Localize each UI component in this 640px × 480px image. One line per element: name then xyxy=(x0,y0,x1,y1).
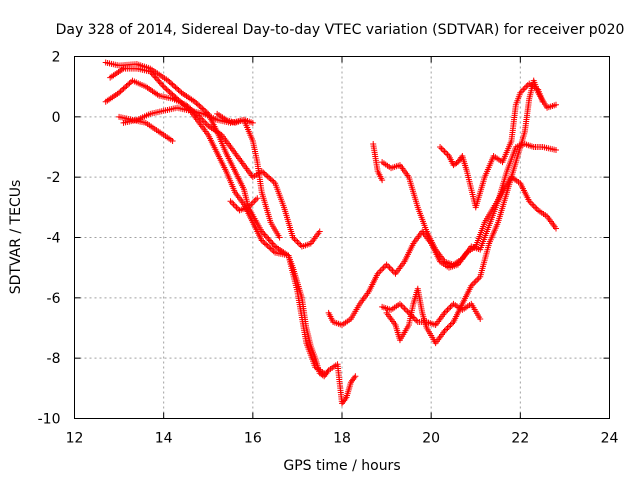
series-1 xyxy=(102,59,328,377)
data-point xyxy=(453,160,460,167)
data-point xyxy=(172,84,179,91)
series-5 xyxy=(116,113,176,144)
data-point xyxy=(352,373,359,380)
data-point xyxy=(162,85,169,92)
data-point xyxy=(270,178,277,185)
grid-lines xyxy=(74,56,610,419)
data-point xyxy=(263,241,270,248)
data-point xyxy=(267,245,274,252)
data-point xyxy=(171,82,178,89)
data-point xyxy=(477,315,484,322)
data-point xyxy=(553,101,559,108)
x-tick-label: 22 xyxy=(511,431,529,447)
data-point xyxy=(249,119,256,126)
data-point xyxy=(193,100,200,107)
data-point xyxy=(122,84,129,91)
data-point xyxy=(264,173,271,180)
data-point xyxy=(267,176,274,183)
data-point xyxy=(194,101,201,108)
data-point xyxy=(276,234,283,241)
y-tick-label: -8 xyxy=(47,351,61,367)
data-point xyxy=(168,80,175,87)
data-point xyxy=(266,244,273,251)
data-point xyxy=(177,88,184,95)
series-14 xyxy=(437,80,546,211)
data-point xyxy=(175,87,182,94)
data-point xyxy=(125,81,131,88)
data-point xyxy=(260,238,267,245)
data-point xyxy=(160,83,167,90)
x-tick-label: 20 xyxy=(422,431,440,447)
series-3 xyxy=(102,77,323,250)
data-point xyxy=(166,89,173,96)
data-point xyxy=(264,242,271,249)
x-axis: 12 14 16 18 20 22 24 xyxy=(66,56,619,447)
y-tick-label: -10 xyxy=(38,412,61,428)
series-7 xyxy=(214,110,256,126)
y-tick-label: -6 xyxy=(47,291,61,307)
data-point xyxy=(553,225,559,232)
chart-title: Day 328 of 2014, Sidereal Day-to-day VTE… xyxy=(56,22,625,38)
data-point xyxy=(165,77,172,84)
x-tick-label: 14 xyxy=(155,431,173,447)
data-point xyxy=(316,228,323,235)
x-tick-label: 18 xyxy=(333,431,351,447)
x-tick-label: 24 xyxy=(601,431,619,447)
data-point xyxy=(197,104,204,111)
data-point xyxy=(120,85,127,92)
y-tick-label: 2 xyxy=(52,50,61,66)
data-point xyxy=(123,82,130,89)
data-point xyxy=(119,87,126,94)
data-point xyxy=(116,89,123,96)
data-point xyxy=(174,85,181,92)
data-point xyxy=(169,81,176,88)
data-point xyxy=(266,174,273,181)
data-point xyxy=(270,248,277,255)
x-axis-label: GPS time / hours xyxy=(283,458,400,474)
data-point xyxy=(269,246,276,253)
series-10 xyxy=(379,140,559,268)
y-axis-label: SDTVAR / TECUs xyxy=(8,180,24,295)
data-point xyxy=(258,237,265,244)
data-point xyxy=(539,98,546,105)
y-axis: 2 0 -2 -4 -6 -8 -10 xyxy=(38,50,610,428)
data-point xyxy=(261,240,268,247)
data-point xyxy=(126,80,133,87)
series-8 xyxy=(285,252,359,407)
data-point xyxy=(163,86,170,93)
data-point xyxy=(254,195,261,202)
data-point xyxy=(261,170,268,177)
data-point xyxy=(191,98,198,105)
data-point xyxy=(165,87,172,94)
data-point xyxy=(184,103,191,110)
x-tick-label: 12 xyxy=(66,431,84,447)
y-tick-label: 0 xyxy=(52,110,61,126)
data-point xyxy=(269,177,276,184)
data-point xyxy=(117,88,124,95)
data-point xyxy=(166,78,173,85)
data-point xyxy=(553,147,559,154)
x-tick-label: 16 xyxy=(244,431,262,447)
data-point xyxy=(196,102,203,109)
data-points xyxy=(102,59,559,407)
series-13 xyxy=(383,77,559,347)
data-point xyxy=(379,177,386,184)
data-point xyxy=(182,101,189,108)
y-tick-label: -4 xyxy=(47,231,61,247)
series-6 xyxy=(227,195,261,214)
series-11 xyxy=(370,140,386,184)
data-point xyxy=(319,372,326,379)
data-point xyxy=(169,137,176,144)
data-point xyxy=(263,172,270,179)
y-tick-label: -2 xyxy=(47,170,61,186)
